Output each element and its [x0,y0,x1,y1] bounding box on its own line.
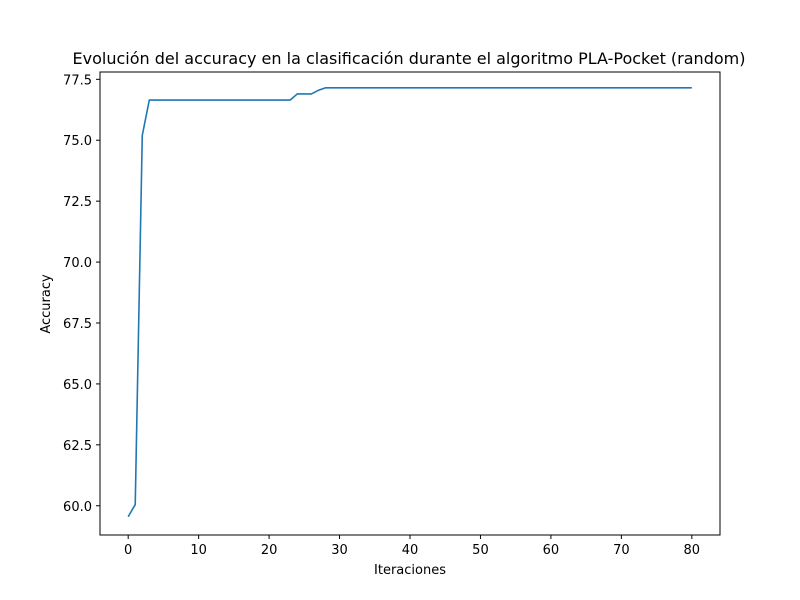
x-tick-label: 70 [613,543,630,558]
series-line [127,87,692,518]
x-tick-label: 10 [190,543,207,558]
x-tick-label: 50 [472,543,489,558]
y-tick-label: 77.5 [63,73,92,88]
plot-frame [99,71,721,536]
x-tick-label: 20 [261,543,278,558]
y-tick-label: 70.0 [63,256,92,271]
y-axis-label: Accuracy [39,274,54,334]
x-tick-label: 40 [402,543,419,558]
y-tick-label: 65.0 [63,378,92,393]
x-axis: 0 10 20 30 40 50 60 70 80 [124,535,700,558]
x-tick-label: 60 [543,543,560,558]
y-axis: 60.0 62.5 65.0 67.5 70.0 72.5 75.0 77.5 [63,73,100,515]
plot-area [99,71,721,536]
y-tick-label: 72.5 [63,195,92,210]
x-tick-label: 0 [124,543,132,558]
series-layer [127,87,692,518]
y-tick-label: 62.5 [63,439,92,454]
y-tick-label: 60.0 [63,500,92,515]
y-tick-label: 75.0 [63,134,92,149]
chart-title: Evolución del accuracy en la clasificaci… [73,49,746,68]
x-tick-label: 30 [331,543,348,558]
y-tick-label: 67.5 [63,317,92,332]
x-axis-label: Iteraciones [374,563,446,578]
x-tick-label: 80 [684,543,701,558]
